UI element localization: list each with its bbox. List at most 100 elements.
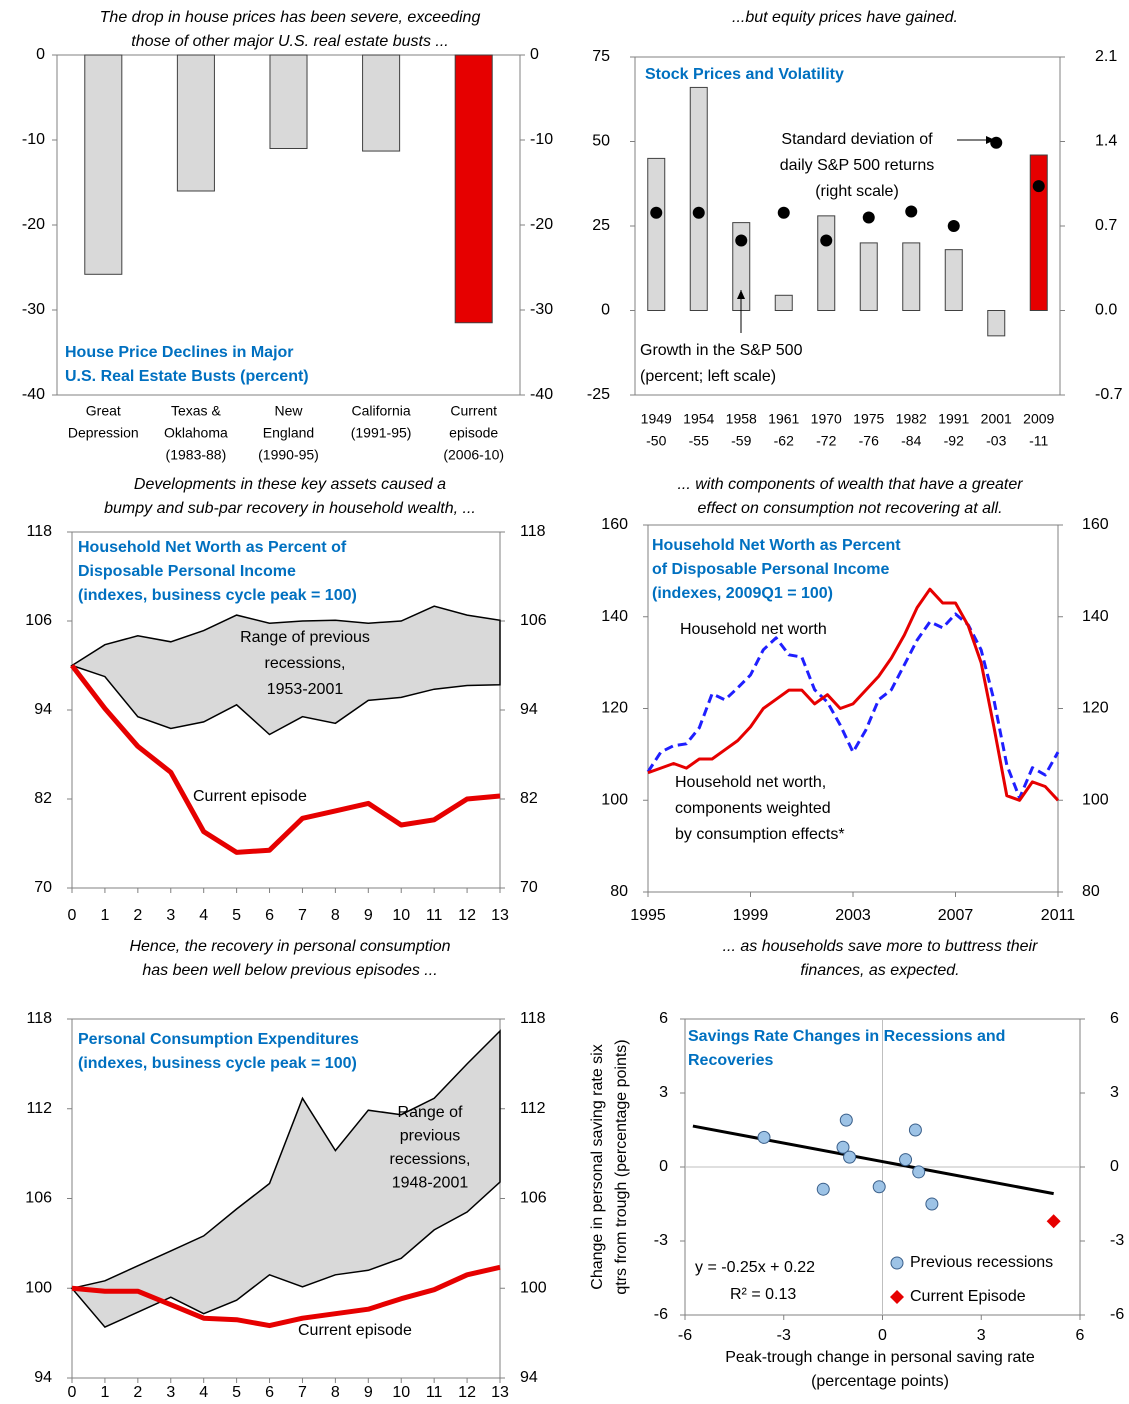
y-tick-label: 100 xyxy=(601,791,628,808)
volatility-dot xyxy=(735,234,748,247)
y-tick-label: 106 xyxy=(25,612,52,629)
range-label: previous xyxy=(400,1128,460,1145)
x-tick-label: -62 xyxy=(774,433,794,449)
x-tick-label: 5 xyxy=(232,907,241,924)
chart-title: Disposable Personal Income xyxy=(78,563,296,580)
x-tick-label: (1983-88) xyxy=(166,447,227,463)
x-tick-label: 10 xyxy=(392,907,410,924)
y-tick-label: -40 xyxy=(22,386,45,403)
volatility-dot xyxy=(990,136,1003,149)
bar xyxy=(269,54,308,149)
series-label: by consumption effects* xyxy=(675,826,845,843)
x-tick-label: 8 xyxy=(331,907,340,924)
caption: bumpy and sub-par recovery in household … xyxy=(104,500,476,517)
volatility-dot xyxy=(820,234,833,247)
range-label: recessions, xyxy=(390,1151,471,1168)
volatility-dot xyxy=(692,206,705,219)
bar xyxy=(84,54,123,275)
x-tick-label: episode xyxy=(449,425,498,441)
y2-tick-label: 0 xyxy=(530,46,539,63)
x-tick-label: 9 xyxy=(364,907,373,924)
x-tick-label: 8 xyxy=(331,1384,340,1401)
y2-tick-label: -30 xyxy=(530,301,553,318)
series-label: components weighted xyxy=(675,800,831,817)
y2-tick-label: 100 xyxy=(520,1279,547,1296)
range-area xyxy=(70,1029,501,1329)
y2-tick-label: 94 xyxy=(520,1369,538,1386)
y-tick-label: 120 xyxy=(601,700,628,717)
y-tick-label: 106 xyxy=(25,1190,52,1207)
x-tick-label: 2007 xyxy=(938,907,974,924)
x-tick-label: 10 xyxy=(392,1384,410,1401)
y2-tick-label: 106 xyxy=(520,1190,547,1207)
x-tick-label: 1991 xyxy=(938,411,969,427)
range-label: 1953-2001 xyxy=(267,681,344,698)
point xyxy=(899,1153,913,1167)
y2-tick-label: 0.7 xyxy=(1095,217,1117,234)
caption: those of other major U.S. real estate bu… xyxy=(131,33,448,50)
x-tick-label: New xyxy=(274,403,303,419)
x-tick-label: 13 xyxy=(491,1384,509,1401)
x-tick-label: 12 xyxy=(458,1384,476,1401)
legend-marker xyxy=(890,1290,904,1304)
equation: y = -0.25x + 0.22 xyxy=(695,1259,815,1276)
volatility-dot xyxy=(947,220,960,232)
y2-tick-label: 140 xyxy=(1082,608,1109,625)
caption: finances, as expected. xyxy=(800,962,959,979)
x-axis-label: Peak-trough change in personal saving ra… xyxy=(725,1349,1035,1366)
x-tick-label: 7 xyxy=(298,907,307,924)
x-tick-label: 0 xyxy=(878,1327,887,1344)
x-tick-label: Texas & xyxy=(171,403,221,419)
chart-title: (indexes, 2009Q1 = 100) xyxy=(652,585,833,602)
x-tick-label: 4 xyxy=(199,1384,208,1401)
x-tick-label: 2009 xyxy=(1023,411,1054,427)
x-tick-label: -92 xyxy=(944,433,964,449)
chart-title: Savings Rate Changes in Recessions and xyxy=(688,1028,1005,1045)
y2-tick-label: -40 xyxy=(530,386,553,403)
y-tick-label: -20 xyxy=(22,216,45,233)
chart-title: House Price Declines in Major xyxy=(65,344,294,361)
x-tick-label: (1990-95) xyxy=(258,447,319,463)
y2-tick-label: -6 xyxy=(1110,1306,1124,1323)
y-tick-label: 50 xyxy=(592,133,610,150)
x-tick-label: 2 xyxy=(133,1384,142,1401)
x-tick-label: 11 xyxy=(426,907,443,924)
y-tick-label: -30 xyxy=(22,301,45,318)
x-tick-label: -6 xyxy=(678,1327,692,1344)
y-tick-label: -10 xyxy=(22,131,45,148)
x-tick-label: 6 xyxy=(265,1384,274,1401)
x-tick-label: 1 xyxy=(100,1384,109,1401)
x-tick-label: 3 xyxy=(977,1327,986,1344)
x-tick-label: Great xyxy=(86,403,121,419)
series-line xyxy=(70,663,501,855)
x-tick-label: 0 xyxy=(68,1384,77,1401)
chart-title: Household Net Worth as Percent of xyxy=(78,539,347,556)
bar xyxy=(689,86,708,311)
x-tick-label: 6 xyxy=(265,907,274,924)
x-tick-label: 7 xyxy=(298,1384,307,1401)
bar xyxy=(1029,154,1048,311)
legend-label: Previous recessions xyxy=(910,1254,1053,1271)
series-label: Current episode xyxy=(298,1322,412,1339)
y-tick-label: 0 xyxy=(659,1158,668,1175)
y-tick-label: 100 xyxy=(25,1279,52,1296)
annotation: Standard deviation of xyxy=(781,131,933,148)
point xyxy=(843,1150,857,1164)
y2-tick-label: 118 xyxy=(520,1010,546,1027)
series-label: Household net worth, xyxy=(675,774,826,791)
volatility-dot xyxy=(1032,180,1045,193)
x-tick-label: 3 xyxy=(166,1384,175,1401)
y-tick-label: 6 xyxy=(659,1010,668,1027)
x-tick-label: England xyxy=(263,425,314,441)
x-tick-label: 1961 xyxy=(768,411,799,427)
y2-tick-label: -20 xyxy=(530,216,553,233)
bar xyxy=(902,242,921,311)
x-tick-label: 5 xyxy=(232,1384,241,1401)
x-tick-label: 9 xyxy=(364,1384,373,1401)
point xyxy=(1046,1214,1061,1229)
y-tick-label: 112 xyxy=(26,1100,52,1117)
caption: The drop in house prices has been severe… xyxy=(100,9,481,26)
y2-tick-label: 106 xyxy=(520,612,547,629)
point xyxy=(836,1140,850,1154)
y2-tick-label: 6 xyxy=(1110,1010,1119,1027)
